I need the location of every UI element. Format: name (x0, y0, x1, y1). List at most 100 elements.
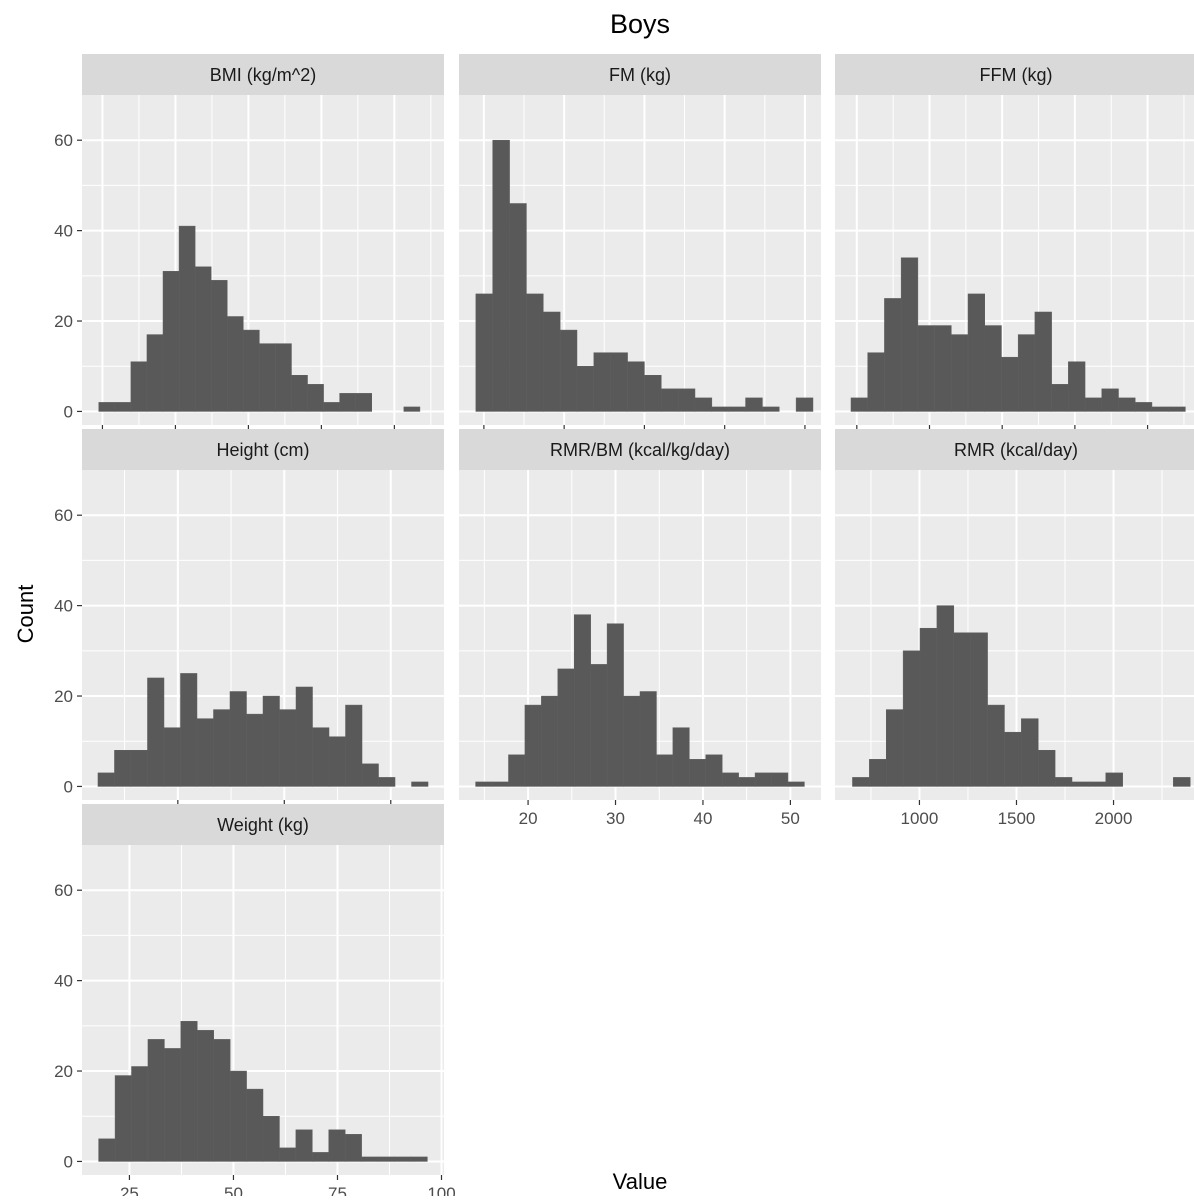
histogram-bar (900, 257, 919, 412)
histogram-bar (164, 1048, 182, 1162)
histogram-bar (573, 614, 591, 787)
histogram-bar (475, 781, 493, 787)
histogram-bar (754, 772, 772, 787)
facet-panel: Weight (kg) 25 50 75 100 0 20 40 60 (54, 804, 456, 1201)
x-tick-label: 1500 (998, 809, 1036, 828)
histogram-bar (259, 343, 276, 412)
facet-strip-label: FFM (kg) (980, 65, 1053, 85)
histogram-bar (590, 664, 608, 787)
x-tick-label: 100 (427, 1184, 455, 1196)
histogram-bar (509, 203, 527, 412)
x-axis-title: Value (613, 1169, 668, 1194)
facet-strip-label: RMR/BM (kcal/kg/day) (550, 440, 730, 460)
histogram-bar (210, 280, 228, 412)
x-tick-label: 30 (606, 809, 625, 828)
histogram-bar (97, 772, 115, 787)
histogram-bar (970, 632, 988, 787)
histogram-bar (377, 1156, 395, 1162)
facet-strip-label: Weight (kg) (217, 815, 309, 835)
histogram-bar (1084, 397, 1103, 412)
histogram-bar (130, 361, 148, 412)
histogram-bar (411, 781, 429, 787)
histogram-bar (1101, 388, 1119, 412)
histogram-bar (339, 393, 356, 412)
histogram-bar (1021, 718, 1039, 787)
histogram-bar (623, 695, 641, 787)
histogram-bar (885, 709, 904, 787)
facet-strip-label: FM (kg) (609, 65, 671, 85)
histogram-bar (524, 704, 542, 787)
histogram-bar (919, 627, 938, 787)
histogram-bar (689, 759, 707, 787)
histogram-bar (711, 406, 729, 412)
y-tick-label: 60 (54, 881, 73, 900)
y-tick-label: 20 (54, 687, 73, 706)
histogram-bar (491, 781, 509, 787)
histogram-bar (229, 691, 247, 787)
y-tick-label: 40 (54, 597, 73, 616)
histogram-bar (1004, 731, 1022, 787)
histogram-bar (639, 691, 657, 787)
x-tick-label: 25 (120, 1184, 139, 1196)
histogram-bar (180, 1021, 198, 1162)
histogram-bar (576, 365, 595, 412)
histogram-bar (869, 759, 887, 787)
histogram-bar (361, 763, 379, 787)
histogram-bar (610, 352, 628, 412)
histogram-bar (1054, 777, 1073, 787)
histogram-bar (987, 704, 1005, 787)
histogram-bar (951, 334, 969, 412)
histogram-bar (557, 668, 575, 787)
histogram-bar (1071, 781, 1090, 787)
y-tick-label: 40 (54, 222, 73, 241)
y-tick-label: 0 (64, 402, 73, 421)
histogram-bar (475, 293, 493, 412)
histogram-bar (246, 1088, 264, 1162)
histogram-bar (262, 695, 280, 787)
y-tick-label: 0 (64, 1152, 73, 1171)
histogram-bar (705, 754, 723, 787)
histogram-bar (1017, 334, 1036, 412)
histogram-bar (328, 736, 346, 787)
y-tick-label: 20 (54, 312, 73, 331)
y-tick-label: 40 (54, 972, 73, 991)
histogram-bar (403, 406, 421, 412)
histogram-bar (394, 1156, 412, 1162)
histogram-bar (307, 384, 324, 412)
facet-strip (82, 804, 444, 845)
histogram-bar (1088, 781, 1107, 787)
histogram-bar (378, 777, 396, 787)
histogram-bar (508, 754, 526, 787)
histogram-bar (672, 727, 690, 787)
histogram-bar (279, 709, 297, 787)
histogram-bar (197, 1030, 214, 1162)
histogram-bar (180, 673, 198, 787)
histogram-bar (291, 375, 308, 412)
y-tick-label: 0 (64, 777, 73, 796)
histogram-bar (867, 352, 885, 412)
x-tick-label: 50 (224, 1184, 243, 1196)
facet-strip (82, 54, 444, 95)
y-tick-label: 60 (54, 506, 73, 525)
histogram-bar (644, 375, 662, 412)
histogram-bar (1001, 356, 1019, 412)
y-tick-label: 60 (54, 131, 73, 150)
histogram-bar (1034, 311, 1052, 412)
histogram-bar (262, 1115, 280, 1162)
histogram-bar (114, 402, 132, 412)
facet-panel: BMI (kg/m^2)10152025300204060 (54, 54, 444, 453)
histogram-bar (984, 325, 1002, 412)
histogram-bar (656, 754, 674, 787)
histogram-bar (1037, 750, 1056, 787)
facet-strip (82, 429, 444, 470)
histogram-bar (593, 352, 611, 412)
x-tick-label: 1000 (901, 809, 939, 828)
facet-strip (835, 429, 1194, 470)
facet-strip-label: BMI (kg/m^2) (210, 65, 316, 85)
histogram-bar (114, 750, 132, 787)
histogram-bar (196, 718, 214, 787)
histogram-bar (1168, 406, 1186, 412)
histogram-bar (344, 1134, 362, 1162)
histogram-bar (328, 1129, 346, 1162)
